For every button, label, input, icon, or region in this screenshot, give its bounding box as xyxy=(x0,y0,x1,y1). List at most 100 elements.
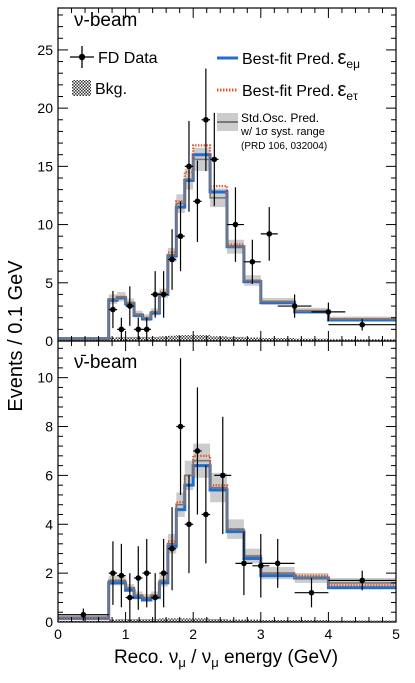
nu-bkg-bin xyxy=(184,335,194,341)
nubar-data-marker xyxy=(203,511,209,518)
x-tick-label: 3 xyxy=(257,626,265,642)
nubar-data-marker xyxy=(186,521,192,528)
legend-fd-data-label: FD Data xyxy=(98,50,158,67)
x-axis-ticks: 0 1 2 3 4 5 xyxy=(54,8,400,642)
nu-data-point xyxy=(159,271,168,318)
nu-data-marker xyxy=(127,303,133,309)
nu-y-tick-label: 25 xyxy=(37,42,53,58)
legend-fd-data: FD Data xyxy=(70,46,158,68)
nu-y-tick-label: 15 xyxy=(37,158,53,174)
nu-bkg-bin xyxy=(108,337,118,341)
x-axis-label: Reco. νμ / νμ energy (GeV) xyxy=(114,647,338,670)
nu-y-tick-label: 0 xyxy=(45,333,53,349)
nu-data-point xyxy=(176,201,185,272)
nubar-data-marker xyxy=(143,570,150,576)
bkg-swatch-icon xyxy=(72,80,91,96)
nu-data-point xyxy=(184,120,194,212)
nu-data-marker xyxy=(232,221,239,228)
nu-beam-panel-label: ν-beam xyxy=(74,10,137,31)
nu-bkg-bin xyxy=(328,339,396,341)
nubar-data-marker xyxy=(194,448,201,454)
nubar-y-tick-label: 2 xyxy=(45,565,53,581)
nubar-data-point xyxy=(134,546,143,610)
nu-data-point xyxy=(311,302,346,322)
nubar-beam-panel-label: ν̄-beam xyxy=(74,352,137,373)
nubar-data-point xyxy=(108,541,118,605)
legend-stdosc-line1: Std.Osc. Pred. xyxy=(241,111,319,125)
legend-fit-etau: Best-fit Pred. εeτ xyxy=(217,79,358,103)
nubar-y-tick-label: 6 xyxy=(45,467,53,483)
nu-bkg-bin xyxy=(150,336,160,341)
nubar-y-tick-label: 8 xyxy=(45,419,53,435)
nu-bkg-bin xyxy=(210,336,227,341)
nubar-data-marker xyxy=(135,575,142,581)
nu-beam-panel: 0 5 10 15 20 25 ν-beam FD Data Bkg. Best-fit … xyxy=(37,7,397,349)
nubar-data-point xyxy=(201,465,211,564)
nu-data-marker xyxy=(177,233,184,240)
legend-bkg-label: Bkg. xyxy=(95,81,127,98)
legend: FD Data Bkg. Best-fit Pred. εeμ Best-fit … xyxy=(70,46,360,152)
nubar-bkg-bin xyxy=(193,618,211,622)
nu-data-marker xyxy=(325,309,332,315)
nu-y-tick-label: 20 xyxy=(37,100,53,116)
nubar-bkg-bin xyxy=(58,620,109,622)
nu-data-marker xyxy=(291,303,298,309)
nu-data-marker xyxy=(203,116,209,123)
nu-data-point xyxy=(142,317,151,341)
nubar-data-point xyxy=(117,543,126,608)
nu-data-marker xyxy=(118,326,125,333)
nubar-beam-panel: 0 2 4 6 8 10 ν̄-beam xyxy=(37,340,397,630)
nu-beam-y-ticks: 0 5 10 15 20 25 xyxy=(37,14,396,349)
legend-fit-emu-label: Best-fit Pred. εeμ xyxy=(242,47,360,71)
nubar-y-tick-label: 10 xyxy=(37,370,53,386)
nubar-bkg-bin xyxy=(108,619,118,622)
nu-beam-plot-area xyxy=(58,68,396,341)
nu-bkg-bin xyxy=(294,338,329,341)
nu-bkg-bin xyxy=(167,335,177,341)
x-tick-label: 2 xyxy=(189,626,197,642)
nu-data-point xyxy=(277,294,312,318)
nubar-data-point xyxy=(150,573,160,622)
data-marker-icon xyxy=(78,53,86,61)
nu-data-point xyxy=(328,318,396,331)
legend-bkg: Bkg. xyxy=(72,80,127,98)
legend-fit-etau-label: Best-fit Pred. εeτ xyxy=(242,79,358,103)
nubar-bkg-bin xyxy=(260,620,295,622)
nubar-bkg-bin xyxy=(142,619,151,622)
nu-bkg-bin xyxy=(243,337,261,341)
nu-y-tick-label: 5 xyxy=(45,275,53,291)
nubar-data-point xyxy=(125,573,135,622)
nubar-data-marker xyxy=(127,594,133,601)
legend-stdosc-line2: w/ 1σ syst. range xyxy=(240,126,325,138)
nu-data-marker xyxy=(249,259,256,265)
nubar-data-marker xyxy=(177,423,184,430)
x-tick-label: 1 xyxy=(122,626,130,642)
nubar-bkg-bin xyxy=(243,619,261,622)
nu-data-marker xyxy=(110,306,116,313)
legend-fit-emu: Best-fit Pred. εeμ xyxy=(217,47,360,71)
nu-data-point xyxy=(150,271,160,318)
nubar-data-point xyxy=(58,608,109,621)
nubar-bkg-bin xyxy=(227,619,244,622)
nu-y-tick-label: 10 xyxy=(37,217,53,233)
nu-data-marker xyxy=(135,326,142,333)
nubar-data-point xyxy=(294,578,329,608)
x-tick-label: 0 xyxy=(54,626,62,642)
nubar-data-point xyxy=(260,538,295,588)
nubar-data-point xyxy=(184,475,194,574)
nu-data-marker xyxy=(186,163,192,170)
nu-data-marker xyxy=(359,321,366,328)
nubar-data-point xyxy=(176,358,185,495)
nubar-data-marker xyxy=(169,545,175,552)
nu-data-marker xyxy=(143,326,150,333)
nubar-bkg-bin xyxy=(294,620,329,622)
nu-bkg-bin xyxy=(193,335,211,341)
nubar-data-point xyxy=(214,416,232,535)
nubar-y-tick-label: 0 xyxy=(45,614,53,630)
nu-data-point xyxy=(125,286,135,326)
nubar-data-point xyxy=(167,507,177,591)
nubar-bkg-bin xyxy=(210,619,227,622)
nu-data-point xyxy=(193,160,202,243)
nu-data-point xyxy=(201,68,211,172)
